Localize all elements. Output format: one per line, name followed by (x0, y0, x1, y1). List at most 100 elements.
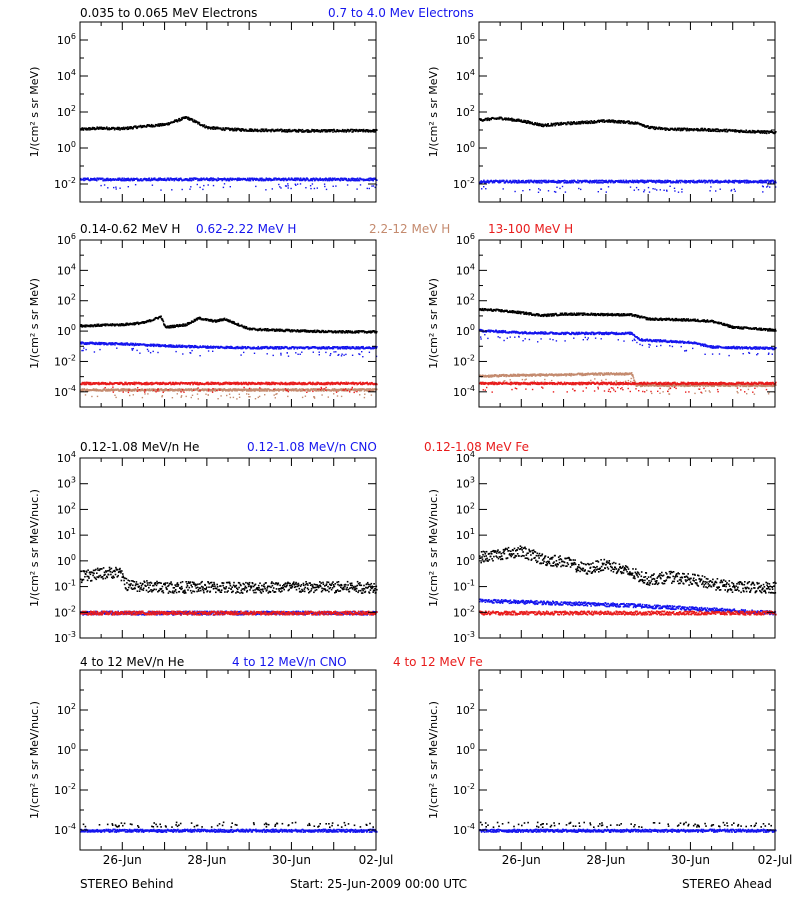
frame-electrons-behind (79, 21, 377, 203)
markers-electrons-ahead (479, 116, 777, 193)
frame-electrons-ahead (478, 21, 776, 203)
series-protons-ahead-1 (479, 328, 777, 357)
header-electrons-0: 0.035 to 0.065 MeV Electrons (80, 6, 257, 20)
yticks-protons-ahead (479, 239, 775, 408)
ytick-label-high-heavy-ahead-1: 10-2 (453, 782, 475, 797)
ytick-label-low-heavy-behind-0: 10-3 (54, 630, 76, 645)
ylabel-high-heavy-behind: 1/(cm² s sr MeV/nuc.) (28, 701, 41, 819)
xtick-label-high-heavy-behind-0: 26-Jun (103, 853, 142, 867)
panel-low-heavy-ahead: 10-3 10-2 10-1 100 101 102 103 104 1/(cm² s sr M… (427, 450, 777, 645)
markers-protons-behind (80, 315, 378, 400)
series-low-heavy-ahead-2 (479, 610, 777, 616)
yticks-electrons-ahead (479, 21, 775, 203)
header-low-heavy-2: 0.12-1.08 MeV Fe (424, 440, 529, 454)
series-protons-behind-2 (80, 388, 378, 400)
ylabel-protons-ahead: 1/(cm² s sr MeV) (427, 278, 440, 369)
ytick-label-low-heavy-ahead-0: 10-3 (453, 630, 475, 645)
ytick-label-high-heavy-ahead-2: 100 (456, 742, 475, 757)
xtick-label-high-heavy-behind-2: 30-Jun (272, 853, 311, 867)
series-high-heavy-behind-0 (82, 821, 374, 828)
series-high-heavy-behind-1 (80, 828, 378, 833)
header-electrons-1: 0.7 to 4.0 Mev Electrons (328, 6, 474, 20)
markers-protons-ahead (479, 307, 777, 395)
ytick-label-protons-ahead-3: 102 (456, 293, 475, 308)
ytick-label-low-heavy-ahead-5: 102 (456, 501, 475, 516)
series-low-heavy-behind-2 (80, 610, 378, 616)
ytick-label-low-heavy-behind-4: 101 (57, 527, 76, 542)
ytick-label-electrons-behind-0: 10-2 (54, 176, 76, 191)
panel-electrons-ahead: 10-2 100 102 104 106 1/(cm² s sr MeV) (427, 21, 777, 203)
ytick-label-protons-ahead-0: 10-4 (453, 384, 475, 399)
xticks-electrons-behind (79, 22, 377, 202)
series-high-heavy-ahead-1 (479, 828, 777, 833)
ytick-label-electrons-behind-1: 100 (57, 140, 76, 155)
ytick-label-low-heavy-ahead-3: 100 (456, 553, 475, 568)
series-protons-behind-3 (80, 381, 378, 394)
ylabel-electrons-behind: 1/(cm² s sr MeV) (28, 67, 41, 158)
ytick-label-high-heavy-ahead-0: 10-4 (453, 822, 475, 837)
footer-center: Start: 25-Jun-2009 00:00 UTC (290, 877, 467, 891)
ylabel-low-heavy-behind: 1/(cm² s sr MeV/nuc.) (28, 489, 41, 607)
series-protons-behind-1 (80, 341, 378, 358)
panel-high-heavy-behind: 10-4 10-2 100 102 1/(cm² s sr MeV/nuc.) 26-Ju… (28, 669, 394, 867)
ytick-label-protons-ahead-5: 106 (456, 232, 475, 247)
footer-right: STEREO Ahead (682, 877, 772, 891)
ytick-label-low-heavy-behind-3: 100 (57, 553, 76, 568)
yticks-low-heavy-behind (80, 457, 376, 639)
series-high-heavy-ahead-0 (479, 821, 772, 829)
ylabel-electrons-ahead: 1/(cm² s sr MeV) (427, 67, 440, 158)
xtick-label-high-heavy-ahead-2: 30-Jun (671, 853, 710, 867)
header-high-heavy-2: 4 to 12 MeV Fe (393, 655, 483, 669)
ytick-label-electrons-ahead-0: 10-2 (453, 176, 475, 191)
xtick-label-high-heavy-behind-3: 02-Jul (359, 853, 394, 867)
ytick-label-low-heavy-ahead-6: 103 (456, 476, 475, 491)
xticks-low-heavy-ahead (478, 458, 776, 638)
ytick-label-protons-behind-0: 10-4 (54, 384, 76, 399)
xtick-label-high-heavy-ahead-0: 26-Jun (502, 853, 541, 867)
ytick-label-electrons-ahead-1: 100 (456, 140, 475, 155)
ytick-label-protons-behind-2: 100 (57, 323, 76, 338)
header-high-heavy-0: 4 to 12 MeV/n He (80, 655, 184, 669)
yticks-low-heavy-ahead (479, 457, 775, 639)
series-low-heavy-behind-0 (80, 566, 378, 594)
header-protons-2: 2.2-12 MeV H (369, 222, 450, 236)
ytick-label-electrons-ahead-4: 106 (456, 32, 475, 47)
header-protons-3: 13-100 MeV H (488, 222, 573, 236)
frame-high-heavy-ahead (478, 669, 776, 851)
ytick-label-low-heavy-ahead-1: 10-2 (453, 604, 475, 619)
ytick-label-electrons-behind-4: 106 (57, 32, 76, 47)
xticks-high-heavy-ahead (478, 670, 776, 850)
ytick-label-electrons-behind-2: 102 (57, 104, 76, 119)
panel-high-heavy-ahead: 10-4 10-2 100 102 1/(cm² s sr MeV/nuc.) 26-Ju… (427, 669, 792, 867)
ytick-label-low-heavy-behind-6: 103 (57, 476, 76, 491)
panel-low-heavy-behind: 10-3 10-2 10-1 100 101 102 103 104 1/(cm² s sr M… (28, 450, 378, 645)
yticks-protons-behind (80, 239, 376, 408)
xticks-low-heavy-behind (79, 458, 377, 638)
ytick-label-low-heavy-behind-5: 102 (57, 501, 76, 516)
header-protons-0: 0.14-0.62 MeV H (80, 222, 180, 236)
markers-low-heavy-ahead (479, 545, 777, 616)
series-electrons-ahead-1 (479, 179, 777, 193)
series-electrons-behind-1 (80, 177, 378, 191)
yticks-high-heavy-ahead (479, 669, 775, 851)
yticks-high-heavy-behind (80, 669, 376, 851)
ylabel-high-heavy-ahead: 1/(cm² s sr MeV/nuc.) (427, 701, 440, 819)
ytick-label-high-heavy-behind-2: 100 (57, 742, 76, 757)
ytick-label-protons-behind-3: 102 (57, 293, 76, 308)
xtick-label-high-heavy-ahead-1: 28-Jun (586, 853, 625, 867)
series-protons-ahead-0 (479, 307, 777, 332)
ylabel-protons-behind: 1/(cm² s sr MeV) (28, 278, 41, 369)
header-low-heavy-1: 0.12-1.08 MeV/n CNO (247, 440, 377, 454)
ytick-label-electrons-ahead-3: 104 (456, 68, 475, 83)
ytick-label-protons-ahead-1: 10-2 (453, 353, 475, 368)
ytick-label-high-heavy-ahead-3: 102 (456, 702, 475, 717)
xticks-protons-ahead (478, 240, 776, 407)
ytick-label-protons-behind-1: 10-2 (54, 353, 76, 368)
ytick-label-protons-ahead-2: 100 (456, 323, 475, 338)
markers-low-heavy-behind (80, 566, 378, 616)
markers-high-heavy-behind (80, 821, 378, 833)
series-low-heavy-ahead-0 (479, 545, 777, 594)
xticks-electrons-ahead (478, 22, 776, 202)
ytick-label-low-heavy-ahead-4: 101 (456, 527, 475, 542)
